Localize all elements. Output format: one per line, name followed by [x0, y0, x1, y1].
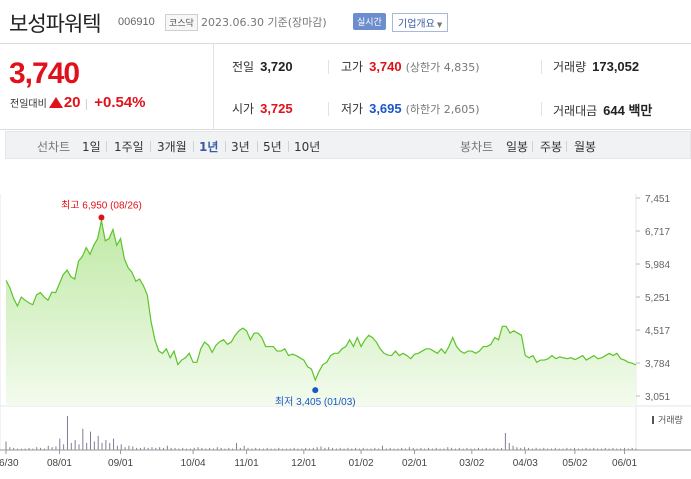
period-monthly[interactable]: 월봉 — [574, 140, 597, 154]
change-value: 20 — [63, 94, 81, 111]
divider — [150, 141, 151, 152]
y-tick-label: 4,517 — [645, 326, 670, 337]
y-tick-label: 5,251 — [645, 293, 670, 304]
stock-name: 보성파워텍 — [9, 12, 102, 36]
stock-header: 보성파워텍 006910 코스닥 2023.06.30 기준(장마감) 실시간 … — [0, 0, 691, 44]
company-info-dropdown[interactable]: 기업개요 ▼ — [392, 13, 449, 32]
low-cell: 저가 3,695 (하한가 2,605) — [341, 100, 480, 117]
x-tick-label: 01/02 — [349, 458, 374, 469]
price-summary: 3,740 전일대비 20 | +0.54% 전일 3,720 고가 3,740 (상한가 … — [0, 44, 691, 130]
divider — [328, 102, 329, 116]
y-tick-label: 7,451 — [645, 194, 670, 205]
asof-date: 2023.06.30 기준(장마감) — [201, 16, 327, 29]
y-tick-label: 6,717 — [645, 227, 670, 238]
volume-label: 거래량 — [553, 60, 587, 74]
x-tick-label: 03/02 — [459, 458, 484, 469]
trade-value-label: 거래대금 — [553, 104, 598, 118]
change-label: 전일대비 — [10, 99, 47, 110]
x-tick-label: 08/01 — [47, 458, 72, 469]
period-1y[interactable]: 1년 — [199, 140, 219, 154]
volume-axis-label: 거래량 — [658, 414, 683, 425]
period-5y[interactable]: 5년 — [263, 140, 282, 154]
realtime-button[interactable]: 실시간 — [353, 13, 386, 30]
divider — [541, 102, 542, 116]
separator: | — [84, 97, 89, 110]
divider — [328, 60, 329, 74]
period-3y[interactable]: 3년 — [231, 140, 250, 154]
candle-chart-label: 봉차트 — [460, 140, 494, 154]
y-tick-label: 3,784 — [645, 359, 670, 370]
y-tick-label: 3,051 — [645, 392, 670, 403]
open-cell: 시가 3,725 — [232, 100, 293, 117]
current-price: 3,740 — [9, 57, 80, 90]
low-marker — [312, 387, 319, 394]
x-tick-label: 02/01 — [402, 458, 427, 469]
divider — [541, 60, 542, 74]
divider — [257, 141, 258, 152]
period-10y[interactable]: 10년 — [294, 140, 321, 154]
high-marker — [98, 214, 105, 221]
period-selector: 선차트 1일 1주일 3개월 1년 3년 5년 10년 봉차트 일봉 주봉 월봉 — [5, 131, 691, 159]
up-arrow-icon — [48, 97, 63, 108]
period-daily[interactable]: 일봉 — [506, 140, 529, 154]
stock-code: 006910 — [118, 16, 155, 28]
period-1w[interactable]: 1주일 — [114, 140, 144, 154]
period-weekly[interactable]: 주봉 — [540, 140, 563, 154]
open-label: 시가 — [232, 102, 255, 116]
trade-value-cell: 거래대금 644 백만 — [553, 100, 652, 119]
x-tick-label: 10/04 — [181, 458, 206, 469]
upper-limit: (상한가 4,835) — [405, 61, 480, 74]
high-label: 고가 — [341, 60, 364, 74]
period-3m[interactable]: 3개월 — [157, 140, 187, 154]
high-value: 3,740 — [369, 59, 402, 74]
price-chart: 7,451 6,717 5,984 5,251 4,517 3,784 3,051 거래량 06… — [0, 160, 691, 475]
change-percent: +0.54% — [94, 94, 146, 111]
low-value: 3,695 — [369, 101, 402, 116]
x-tick-label: 04/03 — [513, 458, 538, 469]
high-annotation: 최고 6,950 (08/26) — [61, 200, 142, 212]
prev-close-cell: 전일 3,720 — [232, 58, 293, 75]
divider — [106, 141, 107, 152]
x-tick-label: 09/01 — [108, 458, 133, 469]
company-info-label: 기업개요 — [398, 19, 435, 30]
divider — [566, 141, 567, 152]
divider — [193, 141, 194, 152]
divider — [225, 141, 226, 152]
lower-limit: (하한가 2,605) — [405, 103, 480, 116]
divider — [288, 141, 289, 152]
low-annotation: 최저 3,405 (01/03) — [275, 396, 356, 408]
x-tick-label: 12/01 — [291, 458, 316, 469]
y-tick-label: 5,984 — [645, 260, 670, 271]
period-1d[interactable]: 1일 — [82, 140, 101, 154]
x-tick-label: 06/30 — [0, 458, 19, 469]
price-chart-svg: 7,451 6,717 5,984 5,251 4,517 3,784 3,051 거래량 06… — [0, 194, 691, 469]
open-value: 3,725 — [260, 101, 293, 116]
trade-value: 644 백만 — [603, 103, 653, 118]
line-chart-label: 선차트 — [37, 140, 71, 154]
high-cell: 고가 3,740 (상한가 4,835) — [341, 58, 480, 75]
price-area — [6, 220, 636, 406]
volume-cell: 거래량 173,052 — [553, 58, 639, 75]
x-tick-label: 06/01 — [612, 458, 637, 469]
low-label: 저가 — [341, 102, 364, 116]
chevron-down-icon: ▼ — [436, 21, 443, 29]
current-price-box: 3,740 전일대비 20 | +0.54% — [0, 44, 214, 130]
x-tick-label: 11/01 — [234, 458, 259, 469]
market-badge: 코스닥 — [165, 14, 198, 31]
divider — [532, 141, 533, 152]
volume-value: 173,052 — [592, 59, 640, 74]
prev-close-label: 전일 — [232, 60, 255, 74]
x-tick-label: 05/02 — [562, 458, 587, 469]
price-series-line — [5, 220, 637, 382]
prev-close-value: 3,720 — [260, 59, 293, 74]
change-row: 전일대비 20 | +0.54% — [10, 94, 146, 111]
volume-legend-icon — [652, 416, 654, 424]
